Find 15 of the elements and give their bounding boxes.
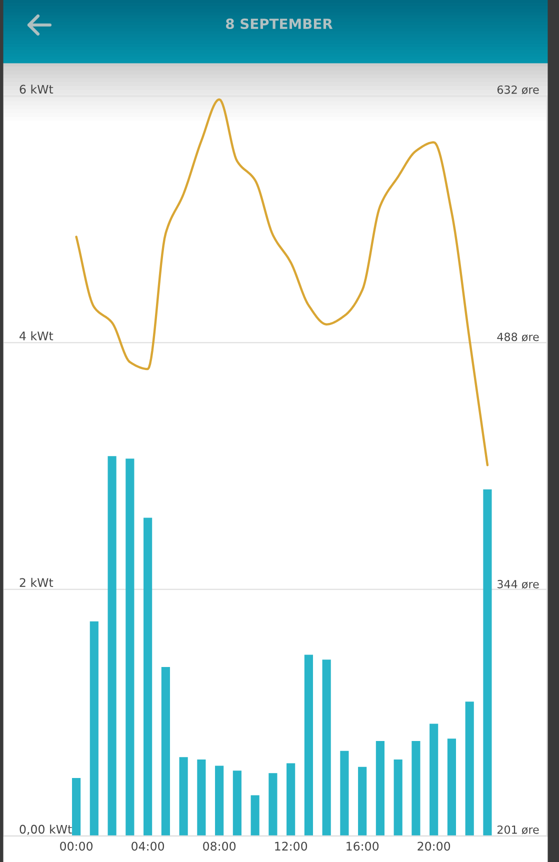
x-tick-label: 04:00 [132,842,164,851]
x-tick-label: 20:00 [418,842,450,851]
x-tick-label: 12:00 [275,842,308,851]
y2-tick-label: 201 øre [497,825,539,834]
y2-tick-label: 632 øre [497,85,539,94]
y2-tick-label: 488 øre [497,332,539,342]
y-tick-label: 0,00 kWt [20,824,72,835]
y-tick-label: 4 kWt [20,331,54,340]
chart-title: 8 SEPTEMBER [226,18,333,30]
x-tick-label: 00:00 [60,842,93,851]
y2-tick-label: 344 øre [498,580,539,589]
y-tick-label: 2 kWt [20,578,54,587]
y-tick-label: 6 kWt [20,84,54,94]
x-tick-label: 08:00 [203,842,236,851]
x-tick-label: 16:00 [346,842,379,851]
